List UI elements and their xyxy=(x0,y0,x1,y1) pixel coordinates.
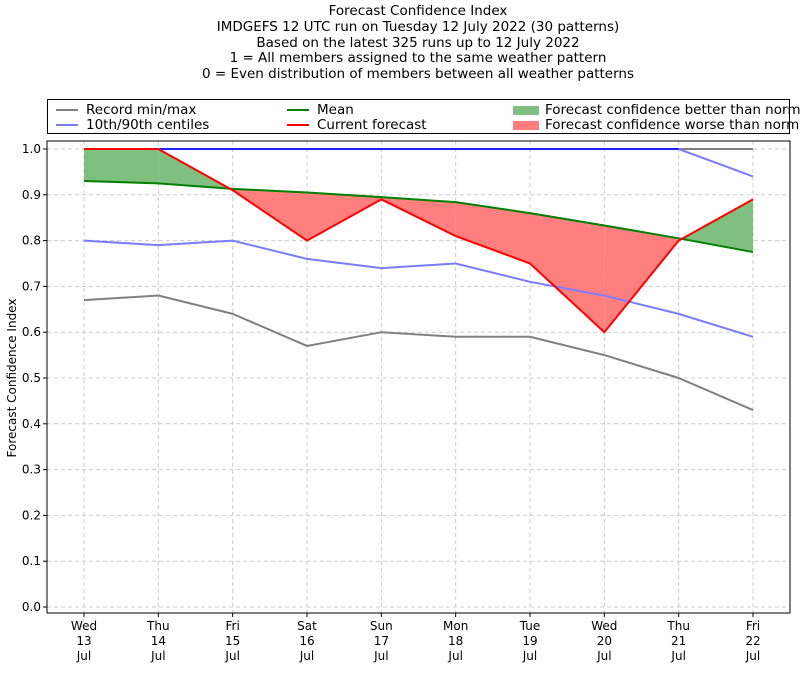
legend: Record min/max 10th/90th centiles Mean C… xyxy=(47,99,800,134)
series-10th-centile xyxy=(83,239,754,338)
x-tick-label: 21 xyxy=(671,634,686,648)
y-tick-label: 0.4 xyxy=(22,417,41,431)
x-tick-label: Jul xyxy=(596,649,611,663)
fill-worse-than-normal xyxy=(530,213,605,333)
x-tick-label: Wed xyxy=(591,619,617,633)
legend-label-centiles: 10th/90th centiles xyxy=(86,117,210,133)
legend-label-worse: Forecast confidence worse than normal xyxy=(545,117,800,133)
y-tick-label: 0.7 xyxy=(22,279,41,293)
x-tick-label: Thu xyxy=(146,619,170,633)
x-tick-label: Mon xyxy=(443,619,468,633)
legend-item-centiles: 10th/90th centiles xyxy=(56,117,210,133)
x-tick-label: Jul xyxy=(373,649,388,663)
legend-item-worse: Forecast confidence worse than normal xyxy=(513,117,800,133)
x-tick-label: Fri xyxy=(226,619,240,633)
fill-better-than-normal xyxy=(84,149,159,184)
y-tick-label: 0.3 xyxy=(22,463,41,477)
y-tick-label: 0.2 xyxy=(22,508,41,522)
legend-swatch-mean xyxy=(287,109,309,111)
legend-swatch-centiles xyxy=(56,124,78,126)
x-tick-label: 22 xyxy=(745,634,760,648)
x-tick-label: Wed xyxy=(71,619,97,633)
x-tick-label: Jul xyxy=(447,649,462,663)
title-line-3: Based on the latest 325 runs up to 12 Ju… xyxy=(256,34,580,51)
legend-swatch-current xyxy=(287,124,309,126)
line-layer xyxy=(83,148,754,411)
series-mean xyxy=(83,180,754,254)
x-tick-label: 18 xyxy=(448,634,463,648)
legend-swatch-record xyxy=(56,109,78,111)
tick-layer: 0.00.10.20.30.40.50.60.70.80.91.0Wed13Ju… xyxy=(22,142,761,663)
title-line-4: 1 = All members assigned to the same wea… xyxy=(229,50,607,67)
legend-label-record: Record min/max xyxy=(86,102,197,118)
x-tick-label: Jul xyxy=(670,649,685,663)
x-tick-label: 19 xyxy=(522,634,537,648)
legend-label-better: Forecast confidence better than normal xyxy=(545,102,800,118)
title-line-1: Forecast Confidence Index xyxy=(328,3,508,19)
y-tick-label: 0.5 xyxy=(22,371,41,385)
x-tick-label: 13 xyxy=(76,634,91,648)
title-line-2: IMDGEFS 12 UTC run on Tuesday 12 July 20… xyxy=(216,18,620,35)
x-tick-label: Jul xyxy=(299,649,314,663)
y-tick-label: 0.6 xyxy=(22,325,41,339)
y-tick-label: 0.1 xyxy=(22,554,41,568)
x-tick-label: Sat xyxy=(297,619,317,633)
y-axis-label: Forecast Confidence Index xyxy=(5,299,19,458)
x-tick-label: Jul xyxy=(150,649,165,663)
legend-item-better: Forecast confidence better than normal xyxy=(513,102,800,118)
legend-label-current: Current forecast xyxy=(317,117,427,133)
fill-worse-than-normal xyxy=(604,225,679,333)
legend-swatch-better xyxy=(513,105,539,115)
x-tick-label: Jul xyxy=(522,649,537,663)
x-tick-label: 20 xyxy=(597,634,612,648)
x-tick-label: Jul xyxy=(745,649,760,663)
x-tick-label: Jul xyxy=(76,649,91,663)
y-tick-label: 1.0 xyxy=(22,142,41,156)
y-tick-label: 0.8 xyxy=(22,234,41,248)
title-line-5: 0 = Even distribution of members between… xyxy=(201,66,635,83)
chart-title: Forecast Confidence Index IMDGEFS 12 UTC… xyxy=(0,3,800,83)
fill-worse-than-normal xyxy=(455,202,530,264)
x-tick-label: 16 xyxy=(299,634,314,648)
y-tick-label: 0.9 xyxy=(22,188,41,202)
x-tick-label: 17 xyxy=(374,634,389,648)
series-current-forecast xyxy=(84,148,754,334)
series-record-min xyxy=(83,294,754,411)
x-tick-label: 15 xyxy=(225,634,240,648)
y-tick-label: 0.0 xyxy=(22,600,41,614)
x-tick-label: Jul xyxy=(224,649,239,663)
legend-label-mean: Mean xyxy=(317,102,354,118)
x-tick-label: Sun xyxy=(370,619,393,633)
legend-item-current: Current forecast xyxy=(287,117,427,133)
fill-worse-than-normal xyxy=(307,192,382,241)
axes-frame xyxy=(46,140,791,614)
x-tick-label: Fri xyxy=(746,619,760,633)
x-tick-label: Thu xyxy=(666,619,690,633)
x-tick-label: Tue xyxy=(519,619,541,633)
legend-swatch-worse xyxy=(513,120,539,130)
x-tick-label: 14 xyxy=(151,634,166,648)
legend-item-mean: Mean xyxy=(287,102,354,118)
fill-better-than-normal xyxy=(681,199,753,253)
legend-item-record: Record min/max xyxy=(56,102,197,118)
